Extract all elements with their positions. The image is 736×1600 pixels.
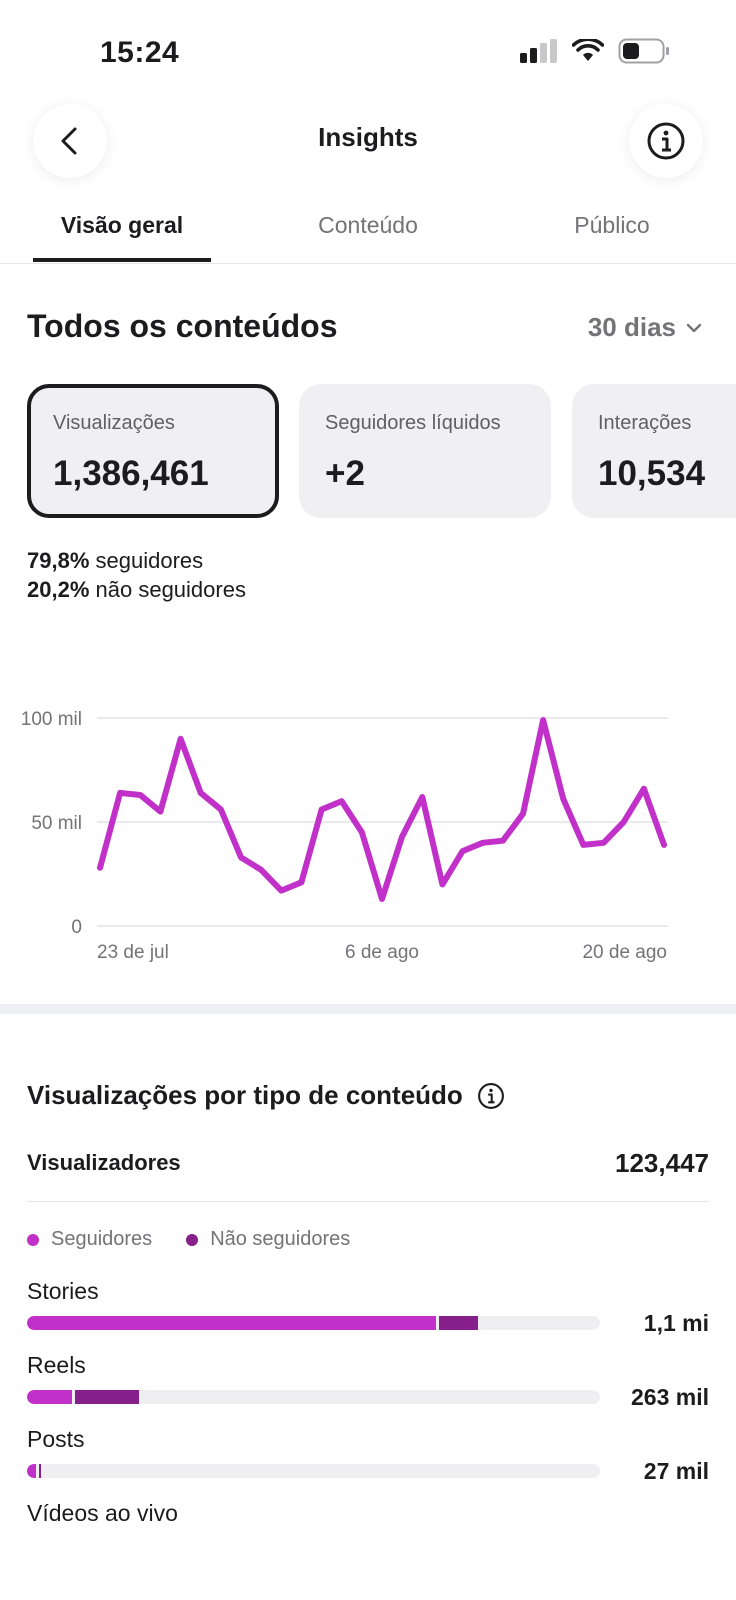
- legend-dot-followers: [27, 1233, 39, 1246]
- status-time: 15:24: [100, 36, 180, 69]
- content-bar: [27, 1390, 600, 1404]
- info-icon: [647, 122, 685, 160]
- card-label: Seguidores líquidos: [325, 412, 501, 434]
- period-dropdown[interactable]: 30 dias: [588, 312, 704, 343]
- tab-visao-geral[interactable]: Visão geral: [60, 212, 184, 238]
- wifi-icon: [572, 39, 604, 61]
- tab-conteudo[interactable]: Conteúdo: [318, 212, 418, 238]
- content-row-live[interactable]: Vídeos ao vivo: [27, 1500, 709, 1570]
- legend-dot-nonfollowers: [186, 1233, 199, 1246]
- followers-pct: 79,8%: [27, 548, 90, 573]
- content-type-value: 263 mil: [631, 1384, 709, 1410]
- bar-segment-followers: [27, 1390, 73, 1404]
- x-tick-label: 6 de ago: [345, 942, 419, 963]
- page-title: Insights: [318, 122, 418, 152]
- x-tick-label: 23 de jul: [97, 942, 169, 963]
- card-visualizacoes[interactable]: Visualizações 1,386,461: [27, 384, 279, 518]
- legend-item-nonfollowers: Não seguidores: [186, 1228, 350, 1251]
- legend-label: Seguidores: [51, 1228, 153, 1250]
- bar-segment-followers: [27, 1316, 437, 1330]
- content-bar: [27, 1464, 600, 1478]
- content-type-label: Reels: [27, 1352, 86, 1378]
- metric-cards: Visualizações 1,386,461 Seguidores líqui…: [27, 384, 736, 518]
- audience-split: 79,8% seguidores 20,2% não seguidores: [27, 546, 246, 604]
- y-tick-label: 0: [71, 917, 82, 938]
- viewers-label: Visualizadores: [27, 1150, 181, 1175]
- nonfollowers-pct: 20,2%: [27, 577, 90, 602]
- legend-item-followers: Seguidores: [27, 1228, 152, 1251]
- nonfollowers-label: não seguidores: [95, 577, 246, 602]
- info-button[interactable]: [629, 104, 703, 178]
- chevron-left-icon: [61, 127, 77, 155]
- status-icons: [520, 38, 670, 64]
- content-type-value: 1,1 mi: [643, 1310, 709, 1336]
- card-label: Interações: [598, 412, 692, 434]
- viewers-row: Visualizadores 123,447: [27, 1146, 709, 1202]
- card-seguidores-liquidos[interactable]: Seguidores líquidos +2: [299, 384, 551, 518]
- section-title: Todos os conteúdos: [27, 308, 338, 344]
- legend: Seguidores Não seguidores: [27, 1228, 350, 1251]
- bar-segment-followers: [27, 1464, 37, 1478]
- nonfollowers-line: 20,2% não seguidores: [27, 575, 246, 604]
- x-tick-label: 20 de ago: [582, 942, 667, 963]
- signal-icon: [520, 39, 557, 63]
- tab-publico[interactable]: Público: [574, 212, 650, 238]
- content-type-label: Stories: [27, 1278, 99, 1304]
- tab-bar: Visão geral Conteúdo Público: [0, 196, 736, 264]
- content-row-posts[interactable]: Posts 27 mil: [27, 1426, 709, 1496]
- content-type-label: Vídeos ao vivo: [27, 1500, 178, 1526]
- viewers-value: 123,447: [615, 1148, 709, 1178]
- content-type-title-text: Visualizações por tipo de conteúdo: [27, 1080, 463, 1110]
- content-type-label: Posts: [27, 1426, 85, 1452]
- card-value: 1,386,461: [53, 454, 209, 493]
- legend-label: Não seguidores: [210, 1228, 351, 1250]
- y-tick-label: 50 mil: [31, 813, 82, 834]
- active-tab-indicator: [33, 258, 211, 262]
- content-bar: [27, 1316, 600, 1330]
- period-label: 30 dias: [587, 312, 676, 342]
- views-line-chart: 0 50 mil 100 mil 23 de jul 6 de ago 20 de ago: [21, 709, 668, 963]
- y-tick-label: 100 mil: [21, 709, 82, 730]
- content-row-reels[interactable]: Reels 263 mil: [27, 1352, 709, 1422]
- content-type-title: Visualizações por tipo de conteúdo: [27, 1080, 505, 1111]
- bar-segment-nonfollowers: [439, 1316, 479, 1330]
- followers-label: seguidores: [95, 548, 204, 573]
- followers-line: 79,8% seguidores: [27, 546, 246, 575]
- nav-bar: Insights: [0, 100, 736, 182]
- content-type-value: 27 mil: [643, 1458, 709, 1484]
- battery-icon: [618, 38, 669, 64]
- chevron-down-icon: [686, 323, 702, 332]
- views-series-line: [97, 717, 667, 902]
- bar-segment-nonfollowers: [75, 1390, 140, 1404]
- content-row-stories[interactable]: Stories 1,1 mi: [27, 1278, 709, 1348]
- card-label: Visualizações: [53, 412, 175, 434]
- card-interacoes[interactable]: Interações 10,534: [572, 384, 736, 518]
- info-icon[interactable]: [477, 1082, 505, 1110]
- card-value: +2: [325, 454, 365, 493]
- card-value: 10,534: [598, 454, 706, 493]
- section-divider: [0, 1004, 736, 1014]
- back-button[interactable]: [33, 104, 107, 178]
- status-bar: 15:24: [0, 0, 736, 100]
- bar-segment-nonfollowers: [39, 1464, 42, 1478]
